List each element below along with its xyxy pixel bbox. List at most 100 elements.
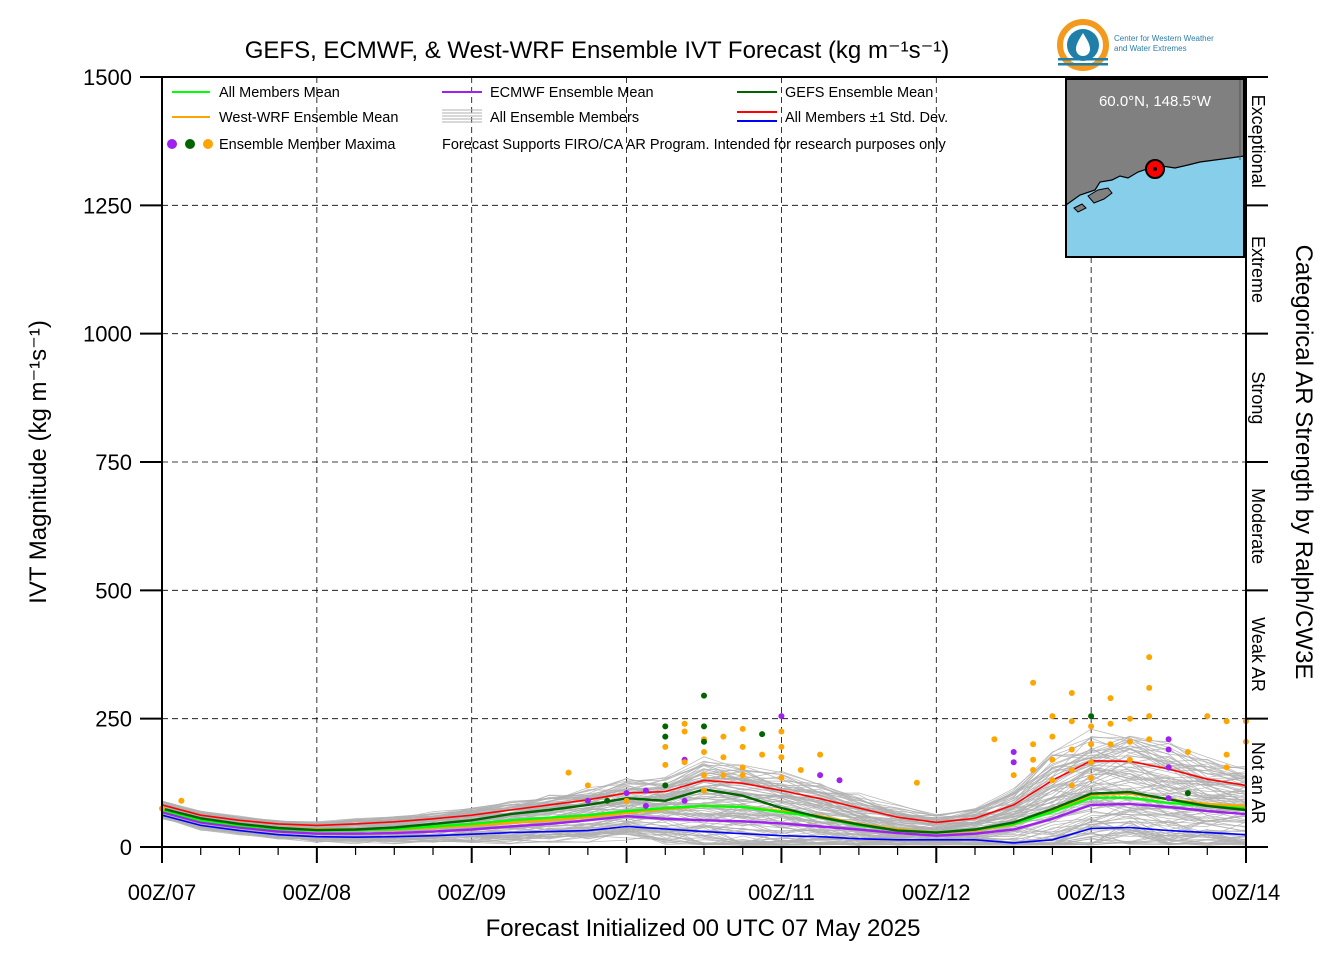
- maxima-point-westwrf: [1146, 713, 1153, 720]
- logo-wave-2: [1058, 63, 1108, 66]
- maxima-point-westwrf: [739, 764, 746, 771]
- axes: 0 250 500 750 1000 1250 1500 00Z/07 00Z/08 00Z/09…: [83, 65, 1280, 905]
- category-label: Moderate: [1248, 488, 1268, 564]
- ensemble-member-line: [162, 816, 1246, 846]
- maxima-point-westwrf: [1223, 751, 1230, 758]
- maxima-point-ecmwf: [817, 772, 824, 779]
- maxima-point-westwrf: [1223, 764, 1230, 771]
- location-inset-map: 60.0°N, 148.5°W: [1065, 78, 1245, 258]
- maxima-point-westwrf: [1223, 718, 1230, 725]
- maxima-point-gefs: [662, 782, 669, 789]
- maxima-point-westwrf: [1088, 723, 1095, 730]
- maxima-point-ecmwf: [1165, 795, 1172, 802]
- legend-label-gefs-mean: GEFS Ensemble Mean: [785, 85, 933, 101]
- maxima-point-gefs: [701, 723, 707, 730]
- ensemble-member-line: [162, 738, 1246, 824]
- inset-frame: [1065, 78, 1245, 258]
- maxima-point-westwrf: [701, 749, 707, 755]
- maxima-point-westwrf: [681, 720, 688, 727]
- ensemble-maxima: [159, 654, 1249, 812]
- maxima-point-westwrf: [1088, 759, 1095, 766]
- ensemble-member-line: [162, 739, 1246, 825]
- maxima-point-westwrf: [1088, 741, 1095, 748]
- legend-label-maxima: Ensemble Member Maxima: [219, 137, 396, 153]
- y-tick-label: 1500: [83, 65, 132, 90]
- maxima-point-westwrf: [817, 751, 824, 758]
- maxima-point-westwrf: [720, 754, 727, 761]
- maxima-point-westwrf: [662, 743, 669, 750]
- category-label: Strong: [1248, 371, 1268, 424]
- y-tick-label: 500: [95, 578, 132, 603]
- logo-wave-1: [1058, 58, 1108, 61]
- maxima-point-westwrf: [1146, 684, 1153, 691]
- maxima-point-ecmwf: [1010, 759, 1017, 766]
- ensemble-member-line: [162, 747, 1246, 828]
- ensemble-member-line: [162, 816, 1246, 846]
- maxima-point-westwrf: [1126, 756, 1133, 763]
- maxima-point-ecmwf: [642, 802, 649, 809]
- legend: All Members Mean ECMWF Ensemble Mean GEF…: [167, 85, 948, 153]
- legend-swatch-maxima-ecmwf: [167, 139, 177, 149]
- maxima-point-westwrf: [1126, 715, 1133, 722]
- x-tick-label: 00Z/08: [283, 880, 352, 905]
- legend-label-ecmwf-mean: ECMWF Ensemble Mean: [490, 85, 654, 101]
- ensemble-member-line: [162, 808, 1246, 841]
- maxima-point-westwrf: [584, 782, 591, 789]
- ensemble-member-line: [162, 728, 1246, 826]
- maxima-point-gefs: [662, 723, 669, 730]
- maxima-point-gefs: [759, 731, 766, 738]
- ensemble-member-line: [162, 817, 1246, 845]
- logo-ring: [1057, 19, 1109, 71]
- maxima-point-westwrf: [1030, 767, 1037, 773]
- maxima-point-westwrf: [797, 767, 804, 773]
- maxima-point-ecmwf: [836, 777, 843, 784]
- maxima-point-westwrf: [701, 787, 707, 794]
- x-tick-label: 00Z/13: [1057, 880, 1126, 905]
- x-tick-label: 00Z/10: [592, 880, 661, 905]
- category-label: Exceptional: [1248, 95, 1268, 188]
- maxima-point-westwrf: [681, 759, 688, 766]
- maxima-point-westwrf: [720, 772, 727, 779]
- maxima-point-westwrf: [1126, 738, 1133, 745]
- y-tick-label: 1250: [83, 193, 132, 218]
- maxima-point-westwrf: [1068, 718, 1075, 725]
- legend-label-westwrf-mean: West-WRF Ensemble Mean: [219, 110, 398, 126]
- maxima-point-westwrf: [662, 761, 669, 768]
- maxima-point-gefs: [701, 738, 707, 745]
- legend-label-all-mean: All Members Mean: [219, 85, 340, 101]
- maxima-point-westwrf: [1010, 772, 1017, 779]
- maxima-point-westwrf: [913, 779, 920, 786]
- maxima-point-westwrf: [1146, 736, 1153, 743]
- maxima-point-gefs: [701, 692, 707, 699]
- inset-coastline: [1066, 155, 1244, 206]
- maxima-point-westwrf: [681, 728, 688, 735]
- maxima-point-westwrf: [701, 772, 707, 779]
- maxima-point-westwrf: [1030, 741, 1037, 748]
- maxima-point-westwrf: [991, 736, 998, 743]
- x-tick-label: 00Z/14: [1212, 880, 1281, 905]
- ensemble-member-line: [162, 792, 1246, 836]
- maxima-point-ecmwf: [778, 713, 785, 720]
- logo-text-line1: Center for Western Weather: [1114, 34, 1214, 43]
- category-label: Extreme: [1248, 236, 1268, 303]
- y-tick-label: 1000: [83, 322, 132, 347]
- maxima-point-westwrf: [1049, 733, 1056, 740]
- maxima-point-westwrf: [1049, 777, 1056, 784]
- maxima-point-ecmwf: [642, 787, 649, 794]
- maxima-point-westwrf: [1146, 654, 1153, 661]
- logo-text-line2: and Water Extremes: [1114, 44, 1187, 53]
- maxima-point-westwrf: [1068, 782, 1075, 789]
- grid-lines: [162, 77, 1246, 847]
- std-lower-line: [162, 814, 1246, 844]
- maxima-point-ecmwf: [1165, 736, 1172, 743]
- maxima-point-westwrf: [1030, 679, 1037, 686]
- maxima-point-ecmwf: [584, 797, 591, 804]
- category-label: Weak AR: [1248, 617, 1268, 692]
- inset-location-label: 60.0°N, 148.5°W: [1099, 93, 1212, 110]
- inset-ocean: [1066, 156, 1244, 257]
- legend-swatch-members: [442, 109, 482, 123]
- maxima-point-gefs: [662, 733, 669, 740]
- maxima-point-ecmwf: [1165, 764, 1172, 771]
- maxima-point-gefs: [1088, 713, 1095, 720]
- maxima-point-westwrf: [1049, 713, 1056, 720]
